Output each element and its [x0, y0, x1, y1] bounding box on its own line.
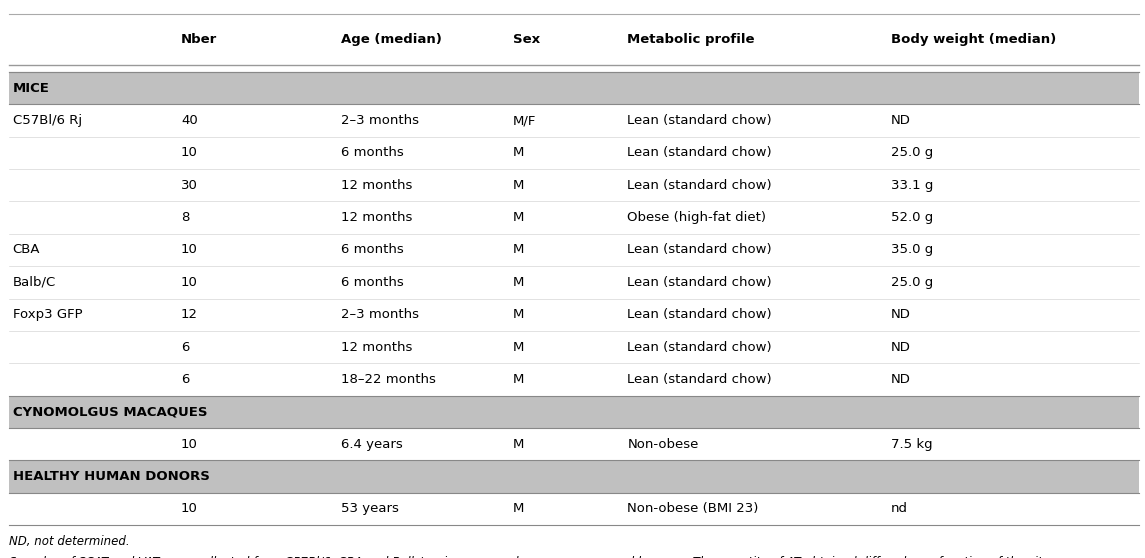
Text: M: M — [513, 373, 524, 386]
Text: 6 months: 6 months — [341, 276, 404, 289]
Text: Lean (standard chow): Lean (standard chow) — [627, 308, 772, 321]
Text: ND: ND — [891, 373, 910, 386]
Text: 10: 10 — [181, 276, 198, 289]
Text: 6 months: 6 months — [341, 146, 404, 160]
Text: Non-obese: Non-obese — [627, 437, 698, 451]
Text: Non-obese (BMI 23): Non-obese (BMI 23) — [627, 502, 759, 516]
Text: Lean (standard chow): Lean (standard chow) — [627, 146, 772, 160]
Text: 40: 40 — [181, 114, 198, 127]
Text: M: M — [513, 243, 524, 257]
Text: 10: 10 — [181, 502, 198, 516]
Text: 6: 6 — [181, 373, 189, 386]
Text: 33.1 g: 33.1 g — [891, 179, 933, 192]
Text: Lean (standard chow): Lean (standard chow) — [627, 276, 772, 289]
Text: Age (median): Age (median) — [341, 33, 442, 46]
Text: ND: ND — [891, 114, 910, 127]
Text: 12 months: 12 months — [341, 179, 412, 192]
Text: 10: 10 — [181, 243, 198, 257]
Text: M: M — [513, 211, 524, 224]
Text: M: M — [513, 276, 524, 289]
Bar — [9, 396, 1139, 428]
Text: M: M — [513, 502, 524, 516]
Text: ND, not determined.: ND, not determined. — [9, 535, 129, 548]
Text: Lean (standard chow): Lean (standard chow) — [627, 243, 772, 257]
Text: MICE: MICE — [13, 81, 49, 95]
Text: 12: 12 — [181, 308, 198, 321]
Text: Lean (standard chow): Lean (standard chow) — [627, 373, 772, 386]
Text: CBA: CBA — [13, 243, 40, 257]
Text: Obese (high-fat diet): Obese (high-fat diet) — [627, 211, 766, 224]
Text: 18–22 months: 18–22 months — [341, 373, 436, 386]
Text: 6 months: 6 months — [341, 243, 404, 257]
Text: Samples of SCAT and VAT were collected from C57Bl/6, CBA and Balb/c mice, cynomo: Samples of SCAT and VAT were collected f… — [9, 556, 1050, 558]
Text: Body weight (median): Body weight (median) — [891, 33, 1056, 46]
Text: Lean (standard chow): Lean (standard chow) — [627, 340, 772, 354]
Text: M: M — [513, 146, 524, 160]
Text: M/F: M/F — [513, 114, 536, 127]
Text: ND: ND — [891, 340, 910, 354]
Text: 25.0 g: 25.0 g — [891, 146, 933, 160]
Text: 12 months: 12 months — [341, 340, 412, 354]
Text: Nber: Nber — [181, 33, 218, 46]
Text: ND: ND — [891, 308, 910, 321]
Text: 35.0 g: 35.0 g — [891, 243, 933, 257]
Text: 6.4 years: 6.4 years — [341, 437, 403, 451]
Text: M: M — [513, 179, 524, 192]
Bar — [9, 72, 1139, 104]
Text: Lean (standard chow): Lean (standard chow) — [627, 179, 772, 192]
Text: 10: 10 — [181, 437, 198, 451]
Text: 30: 30 — [181, 179, 198, 192]
Text: 52.0 g: 52.0 g — [891, 211, 933, 224]
Text: 6: 6 — [181, 340, 189, 354]
Text: CYNOMOLGUS MACAQUES: CYNOMOLGUS MACAQUES — [13, 405, 207, 418]
Text: nd: nd — [891, 502, 908, 516]
Text: Foxp3 GFP: Foxp3 GFP — [13, 308, 82, 321]
Text: 8: 8 — [181, 211, 189, 224]
Text: C57Bl/6 Rj: C57Bl/6 Rj — [13, 114, 81, 127]
Text: M: M — [513, 437, 524, 451]
Text: 2–3 months: 2–3 months — [341, 308, 419, 321]
Text: 12 months: 12 months — [341, 211, 412, 224]
Bar — [9, 460, 1139, 493]
Text: Lean (standard chow): Lean (standard chow) — [627, 114, 772, 127]
Text: Sex: Sex — [513, 33, 540, 46]
Text: M: M — [513, 308, 524, 321]
Text: Metabolic profile: Metabolic profile — [627, 33, 755, 46]
Text: 53 years: 53 years — [341, 502, 400, 516]
Text: M: M — [513, 340, 524, 354]
Text: HEALTHY HUMAN DONORS: HEALTHY HUMAN DONORS — [13, 470, 210, 483]
Text: Balb/C: Balb/C — [13, 276, 56, 289]
Text: 25.0 g: 25.0 g — [891, 276, 933, 289]
Text: 2–3 months: 2–3 months — [341, 114, 419, 127]
Text: 10: 10 — [181, 146, 198, 160]
Text: 7.5 kg: 7.5 kg — [891, 437, 932, 451]
